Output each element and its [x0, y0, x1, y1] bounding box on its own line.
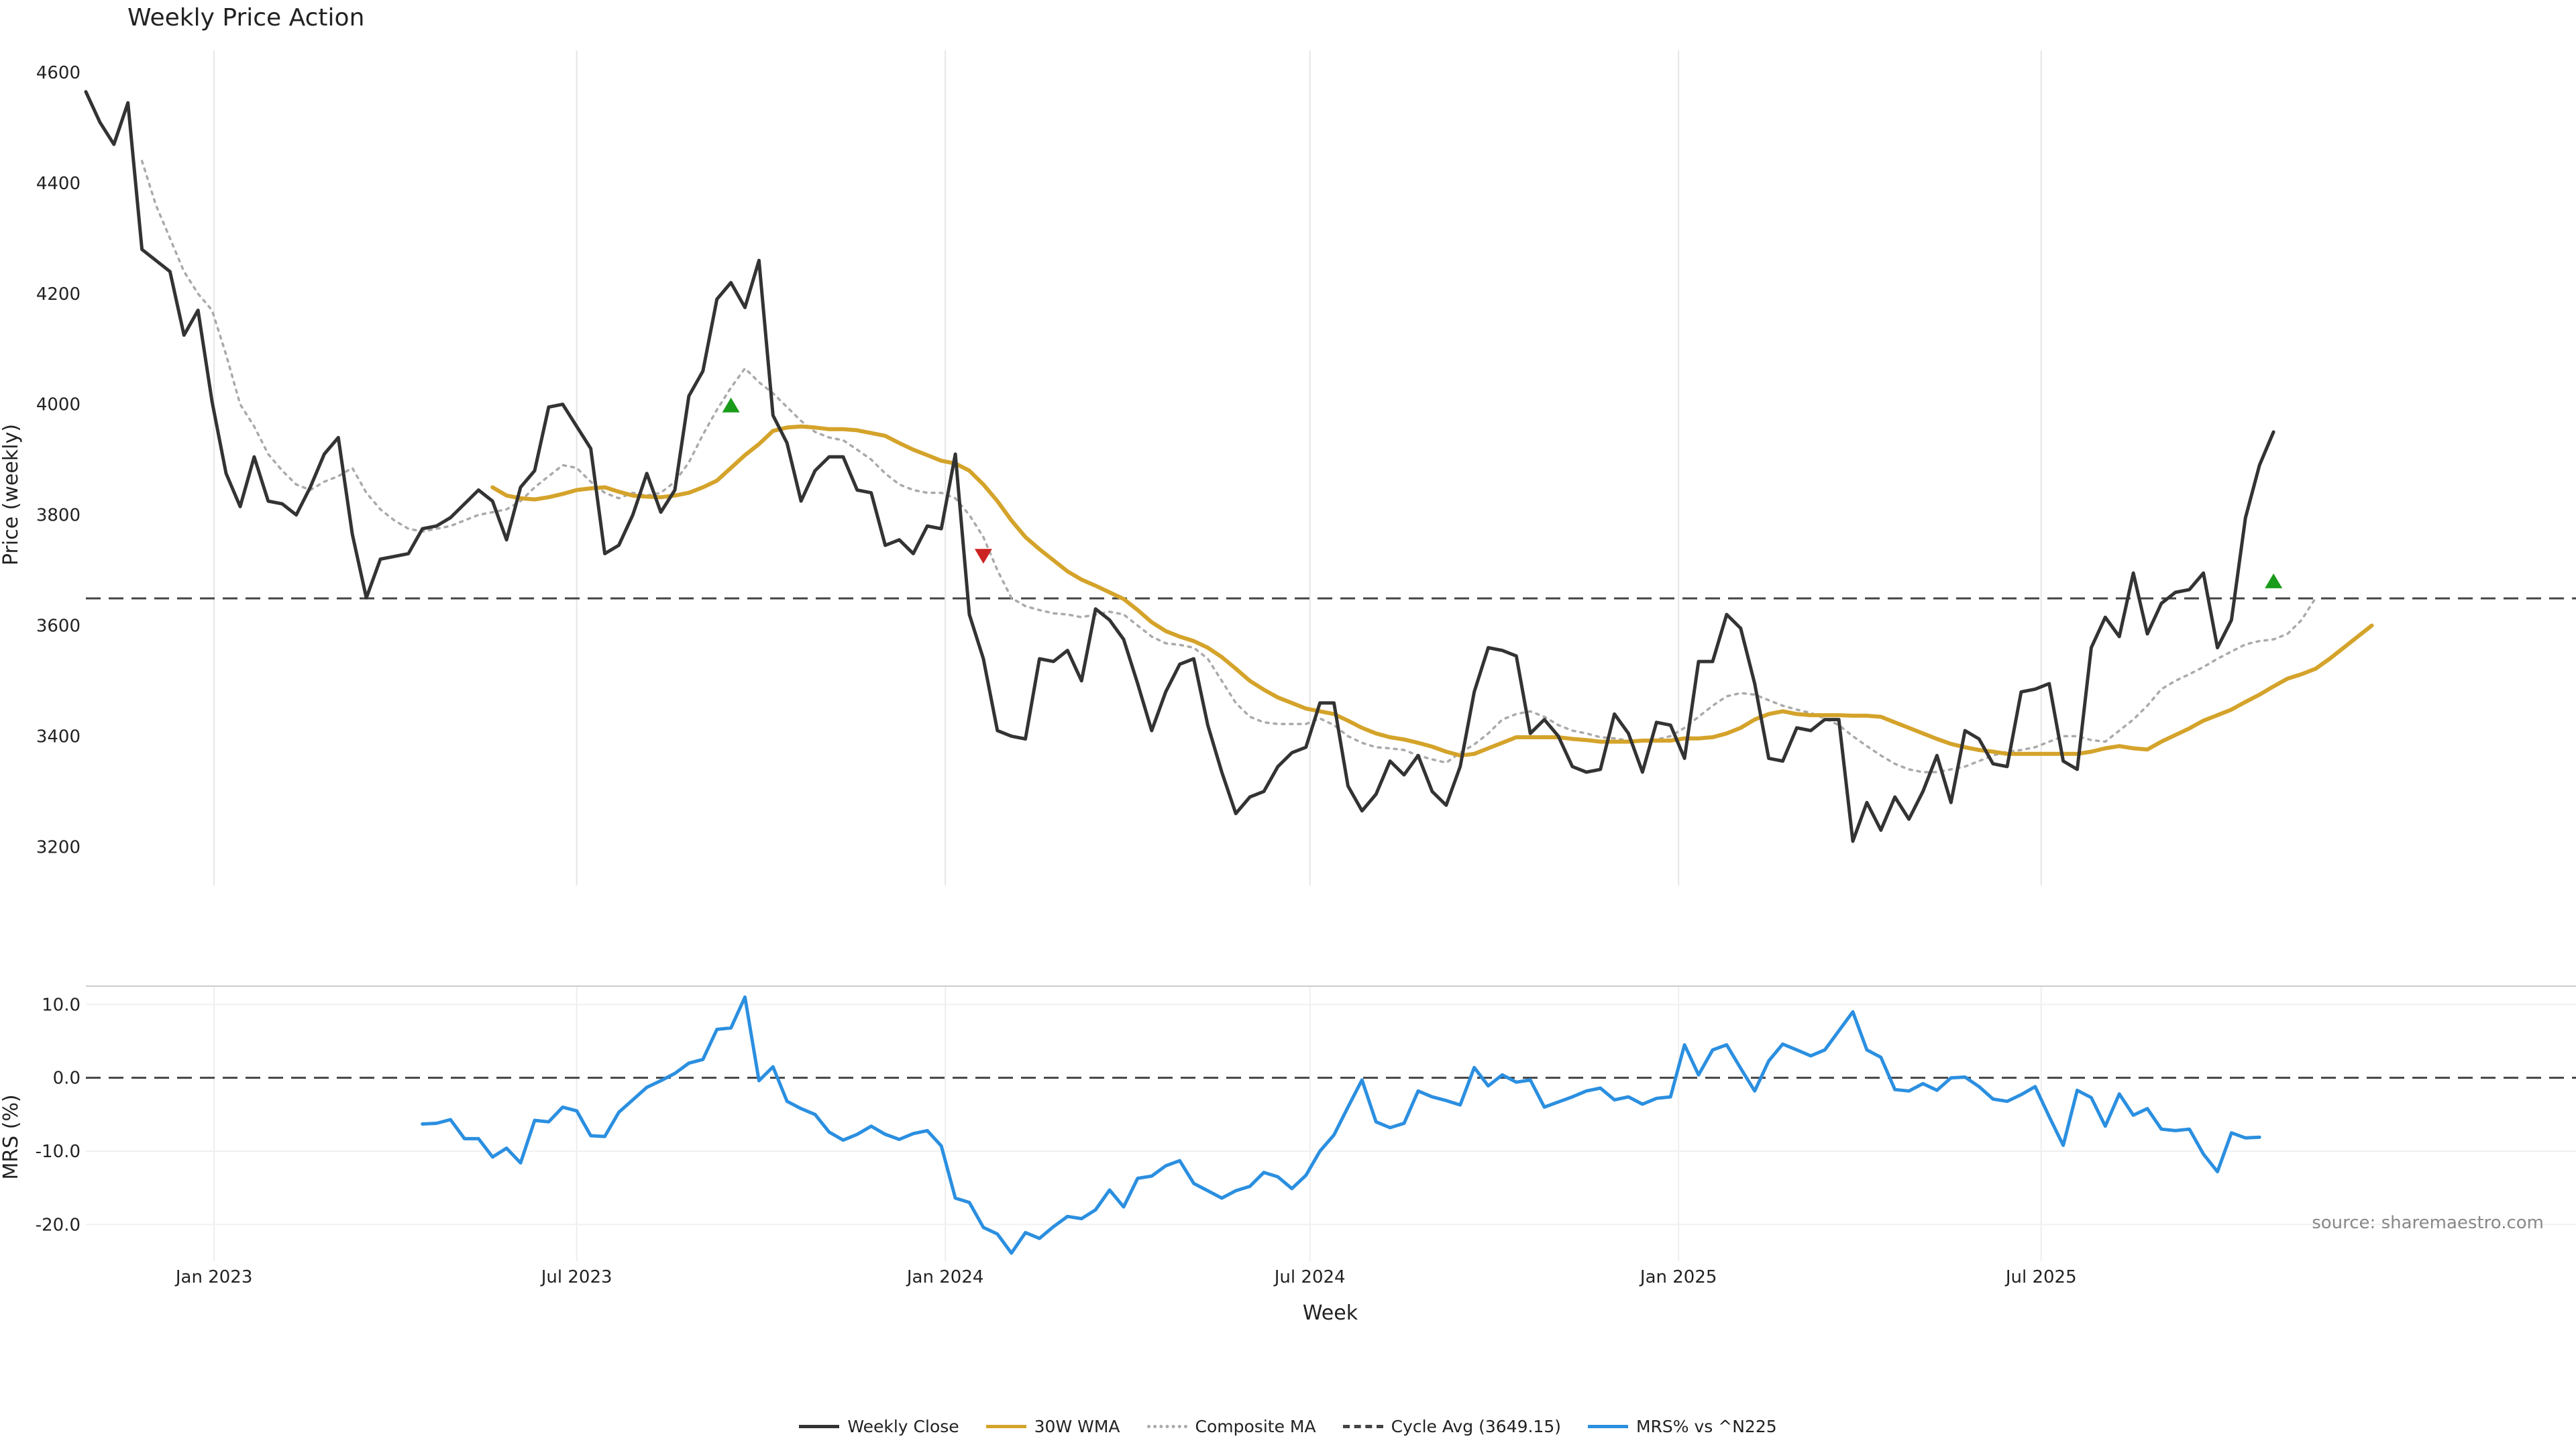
legend-swatch [1146, 1425, 1187, 1428]
x-axis: Jan 2023 Jul 2023 Jan 2024 Jul 2024 Jan 2025… [174, 1267, 2077, 1325]
legend-item: Composite MA [1146, 1417, 1316, 1436]
price-y-tick-label: 3800 [36, 506, 80, 526]
x-axis-title: Week [1303, 1301, 1358, 1325]
x-tick-label: Jul 2025 [2004, 1267, 2077, 1287]
x-tick-label: Jul 2024 [1273, 1267, 1346, 1287]
mrs-y-tick-label: -20.0 [36, 1215, 80, 1235]
series-weekly-close [84, 90, 2275, 843]
price-panel: 3200 3400 3600 3800 4000 4200 4400 4600 Price (w… [0, 50, 2576, 885]
series-30w-wma [490, 424, 2374, 758]
legend-item: Cycle Avg (3649.15) [1342, 1417, 1561, 1436]
legend-item: 30W WMA [985, 1417, 1120, 1436]
chart-title: Weekly Price Action [127, 4, 365, 32]
buy-signal-marker [722, 397, 740, 413]
x-tick-label: Jan 2023 [174, 1267, 253, 1287]
legend-label: 30W WMA [1034, 1417, 1120, 1436]
legend-label: MRS% vs ^N225 [1635, 1417, 1777, 1436]
mrs-y-tick-label: 0.0 [53, 1069, 80, 1089]
price-y-tick-label: 4400 [36, 174, 80, 194]
price-y-tick-label: 4200 [36, 284, 80, 305]
legend-label: Weekly Close [847, 1417, 959, 1436]
source-note: source: sharemaestro.com [2312, 1213, 2544, 1233]
legend: Weekly Close 30W WMA Composite MA Cycle Avg… [0, 1417, 2576, 1436]
price-y-tick-label: 3400 [36, 727, 80, 747]
legend-item: Weekly Close [799, 1417, 959, 1436]
sell-signal-marker [974, 549, 992, 564]
legend-swatch [985, 1425, 1026, 1428]
legend-swatch [799, 1425, 840, 1428]
price-y-tick-label: 4000 [36, 395, 80, 415]
x-tick-label: Jan 2024 [906, 1267, 984, 1287]
price-y-tick-label: 4600 [36, 63, 80, 83]
mrs-y-tick-label: 10.0 [42, 995, 80, 1015]
legend-swatch [1587, 1425, 1628, 1428]
legend-item: MRS% vs ^N225 [1587, 1417, 1777, 1436]
legend-label: Cycle Avg (3649.15) [1391, 1417, 1561, 1436]
series-mrs-vs-n225 [421, 995, 2261, 1255]
x-tick-label: Jan 2025 [1639, 1267, 1717, 1287]
legend-label: Composite MA [1195, 1417, 1316, 1436]
mrs-panel: -20.0 -10.0 0.0 10.0 MRS (%) [0, 985, 2576, 1261]
price-y-axis-title: Price (weekly) [0, 424, 23, 566]
price-y-tick-label: 3600 [36, 616, 80, 636]
buy-signal-marker [2265, 573, 2283, 588]
mrs-y-axis-title: MRS (%) [0, 1094, 23, 1179]
legend-swatch [1342, 1425, 1383, 1428]
mrs-y-tick-label: -10.0 [36, 1142, 80, 1162]
series-composite-ma [140, 160, 2317, 773]
x-tick-label: Jul 2023 [540, 1267, 612, 1287]
price-y-tick-label: 3200 [36, 837, 80, 857]
